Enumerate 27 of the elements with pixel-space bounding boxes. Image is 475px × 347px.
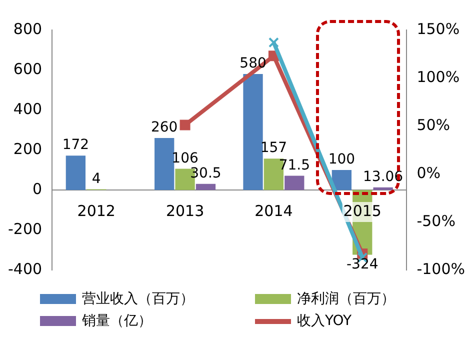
- y-tick-label: 800: [13, 20, 42, 38]
- data-label: 172: [62, 137, 90, 154]
- data-label: 100: [328, 152, 356, 168]
- y-tick-label: 600: [13, 60, 42, 78]
- y2-tick-label: -50%: [416, 212, 456, 230]
- y-tick-label: -400: [8, 260, 42, 278]
- legend-label: 收入YOY: [297, 312, 352, 330]
- data-label: 260: [150, 120, 178, 136]
- y-tick-label: 400: [13, 100, 42, 118]
- y2-tick-label: 150%: [416, 20, 460, 38]
- y2-tick-label: -100%: [416, 260, 465, 278]
- y-tick-label: 200: [13, 140, 42, 158]
- y2-tick-label: 50%: [416, 116, 450, 134]
- y2-tick-label: 0%: [416, 164, 440, 182]
- data-label: -324: [346, 256, 378, 272]
- legend-label: 销量（亿）: [82, 312, 152, 330]
- x-tick-label: 2013: [166, 202, 204, 220]
- y-tick-label: -200: [8, 220, 42, 238]
- x-tick-label: 2014: [254, 202, 293, 220]
- data-label: 13.06: [363, 169, 404, 186]
- legend-label: 营业收入（百万）: [82, 290, 194, 308]
- y2-tick-label: 100%: [416, 68, 460, 86]
- x-tick-label: 2015: [343, 202, 382, 220]
- legend-label: 净利润（百万）: [297, 290, 395, 308]
- data-label: 4: [92, 170, 101, 187]
- x-tick-label: 2012: [77, 202, 116, 220]
- y-tick-label: 0: [32, 180, 42, 198]
